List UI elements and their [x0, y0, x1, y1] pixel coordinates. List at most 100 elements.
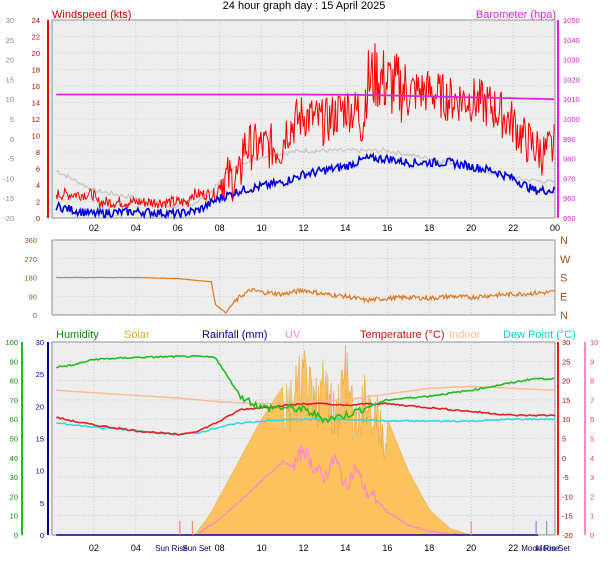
wind-panel: 302520151050-5-10-15-2024222018161412108… — [3, 9, 580, 233]
x-tick-label: 12 — [298, 543, 308, 553]
x-tick-label: 10 — [257, 223, 267, 233]
legend-label: Temperature (°C) — [360, 329, 444, 341]
barometer-line — [56, 93, 555, 101]
moonset-label: Moon Set — [536, 544, 571, 553]
windspeed-tick-label: 16 — [32, 82, 40, 91]
outer-tick-label: -5 — [7, 155, 14, 164]
humidity-tick-label: 90 — [10, 357, 18, 366]
windspeed-average-line — [55, 152, 555, 221]
x-tick-label: 22 — [508, 543, 518, 553]
windspeed-tick-label: 22 — [32, 33, 40, 42]
x-tick-label: 04 — [131, 543, 141, 553]
barometer-tick-label: 1050 — [563, 16, 580, 25]
humidity-tick-label: 20 — [10, 492, 18, 501]
rainfall-tick-label: 0 — [40, 531, 44, 540]
humidity-tick-label: 80 — [10, 377, 18, 386]
humidity-tick-label: 60 — [10, 415, 18, 424]
windspeed-tick-label: 24 — [32, 16, 40, 25]
humidity-tick-label: 100 — [5, 338, 18, 347]
barometer-tick-label: 960 — [563, 194, 576, 203]
uv-tick-label: 6 — [590, 415, 594, 424]
x-tick-label: 10 — [257, 543, 267, 553]
outer-tick-label: -20 — [3, 214, 14, 223]
humidity-line — [56, 354, 555, 425]
windspeed-axis-title: Windspeed (kts) — [52, 9, 131, 21]
temperature-tick-label: -5 — [562, 473, 569, 482]
windspeed-tick-label: 14 — [32, 99, 40, 108]
humidity-tick-label: 40 — [10, 454, 18, 463]
compass-tick-label: N — [560, 310, 568, 322]
x-tick-label: 14 — [340, 223, 350, 233]
barometer-tick-label: 1020 — [563, 75, 580, 84]
uv-line — [198, 445, 461, 536]
humidity-tick-label: 70 — [10, 396, 18, 405]
graph-title: 24 hour graph day : 15 April 2025 — [222, 0, 386, 12]
rainfall-tick-label: 20 — [36, 402, 44, 411]
compass-tick-label: S — [560, 273, 567, 285]
windspeed-tick-label: 6 — [36, 165, 40, 174]
direction-tick-label: 180 — [24, 274, 37, 283]
windspeed-tick-label: 2 — [36, 198, 40, 207]
uv-tick-label: 8 — [590, 377, 594, 386]
outer-tick-label: 5 — [10, 115, 14, 124]
x-tick-label: 14 — [340, 543, 350, 553]
indoor-temperature-line — [56, 385, 556, 405]
barometer-tick-label: 950 — [563, 214, 576, 223]
temperature-tick-label: 5 — [562, 435, 566, 444]
barometer-tick-label: 980 — [563, 155, 576, 164]
x-tick-label: 18 — [424, 223, 434, 233]
direction-tick-label: 90 — [29, 292, 37, 301]
uv-tick-label: 1 — [590, 512, 594, 521]
uv-tick-label: 4 — [590, 454, 594, 463]
rainfall-tick-label: 5 — [40, 499, 44, 508]
windspeed-tick-label: 8 — [36, 148, 40, 157]
temperature-tick-label: -15 — [562, 512, 573, 521]
sunrise-label: Sun Rise — [155, 544, 188, 553]
barometer-tick-label: 990 — [563, 135, 576, 144]
x-tick-label: 20 — [466, 223, 476, 233]
compass-tick-label: N — [560, 235, 568, 247]
windspeed-tick-label: 12 — [32, 115, 40, 124]
x-tick-label: 08 — [215, 543, 225, 553]
outer-tick-label: 25 — [6, 36, 14, 45]
outer-tick-label: -15 — [3, 194, 14, 203]
x-tick-label: 16 — [382, 543, 392, 553]
windspeed-tick-label: 18 — [32, 66, 40, 75]
temperature-tick-label: 0 — [562, 454, 566, 463]
legend-label: UV — [285, 329, 301, 341]
barometer-tick-label: 1000 — [563, 115, 580, 124]
legend-label: Dew Point (°C) — [503, 329, 576, 341]
legend-label: Indoor — [449, 329, 481, 341]
windspeed-tick-label: 20 — [32, 49, 40, 58]
rainfall-tick-label: 30 — [36, 338, 44, 347]
direction-tick-label: 0 — [33, 311, 37, 320]
rainfall-tick-label: 25 — [36, 370, 44, 379]
temperature-tick-label: 30 — [562, 338, 570, 347]
legend-label: Rainfall (mm) — [202, 329, 267, 341]
temperature-tick-label: -10 — [562, 492, 573, 501]
temperature-tick-label: 10 — [562, 415, 570, 424]
x-tick-label: 00 — [550, 223, 560, 233]
legend-label: Solar — [124, 329, 150, 341]
uv-tick-label: 3 — [590, 473, 594, 482]
uv-tick-label: 10 — [590, 338, 598, 347]
humidity-tick-label: 50 — [10, 435, 18, 444]
humidity-tick-label: 0 — [14, 531, 18, 540]
barometer-tick-label: 1010 — [563, 95, 580, 104]
barometer-tick-label: 1040 — [563, 36, 580, 45]
windspeed-tick-label: 0 — [36, 214, 40, 223]
rainfall-tick-label: 15 — [36, 435, 44, 444]
humidity-tick-label: 10 — [10, 512, 18, 521]
windspeed-gust-line — [55, 43, 555, 209]
x-tick-label: 02 — [89, 543, 99, 553]
windspeed-tick-label: 10 — [32, 132, 40, 141]
outer-tick-label: -10 — [3, 174, 14, 183]
x-tick-label: 06 — [173, 223, 183, 233]
compass-tick-label: W — [560, 254, 571, 266]
rainfall-tick-label: 10 — [36, 467, 44, 476]
compass-tick-label: E — [560, 291, 567, 303]
x-tick-label: 04 — [131, 223, 141, 233]
wind-direction-line — [56, 276, 556, 314]
temperature-panel: 1009080706050403020100302520151050302520… — [5, 329, 598, 553]
